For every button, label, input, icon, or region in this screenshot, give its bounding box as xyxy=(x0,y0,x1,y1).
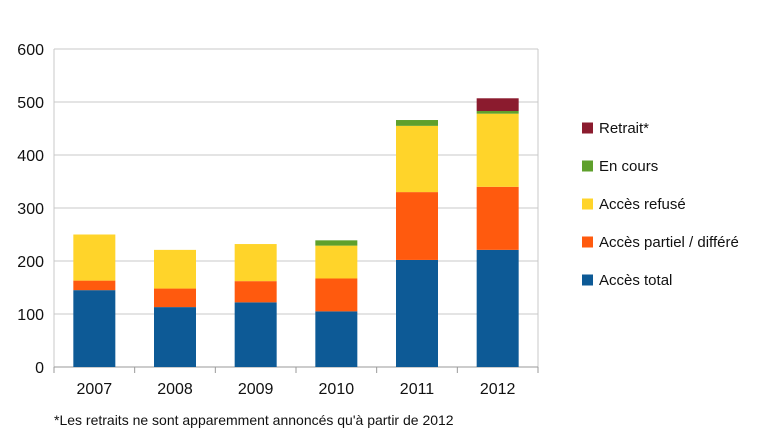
bar-segment xyxy=(476,113,519,187)
legend-swatch xyxy=(582,236,593,248)
bar-segment xyxy=(315,278,358,312)
legend-label: Retrait* xyxy=(599,120,649,137)
legend: Retrait* En cours Accès refusé Accès partie… xyxy=(582,120,739,289)
x-axis: 2007 2008 2009 2010 2011 2012 xyxy=(53,367,539,398)
x-tick-label: 2007 xyxy=(77,381,113,398)
y-tick-label: 300 xyxy=(17,201,44,218)
legend-label: Accès refusé xyxy=(599,196,686,213)
bar-segment xyxy=(234,244,277,282)
bar-segment xyxy=(154,249,196,289)
bar-segment xyxy=(315,245,358,279)
bar-segment xyxy=(396,125,438,193)
gridlines xyxy=(54,48,538,368)
bar-segment xyxy=(476,249,519,367)
y-tick-label: 100 xyxy=(17,307,44,324)
bar-segment xyxy=(315,240,358,246)
bar-segment xyxy=(396,192,438,260)
y-tick-label: 500 xyxy=(17,95,44,112)
y-tick-label: 400 xyxy=(17,148,44,165)
legend-label: Accès partiel / différé xyxy=(599,234,739,251)
legend-swatch xyxy=(582,122,593,134)
bar-segment xyxy=(396,259,438,367)
bar-segment xyxy=(154,288,196,308)
bar-segment xyxy=(396,120,438,126)
bar-segment xyxy=(476,186,519,250)
legend-swatch xyxy=(582,198,593,210)
legend-swatch xyxy=(582,274,593,286)
x-tick-label: 2010 xyxy=(319,381,355,398)
legend-label: En cours xyxy=(599,158,658,175)
bar-segment xyxy=(73,290,116,367)
bar-segment xyxy=(73,234,116,281)
footnote: *Les retraits ne sont apparemment annonc… xyxy=(54,412,454,428)
legend-swatch xyxy=(582,160,593,172)
x-tick-label: 2009 xyxy=(238,381,274,398)
x-tick-label: 2012 xyxy=(480,381,516,398)
y-tick-label: 0 xyxy=(35,360,44,377)
bar-segment xyxy=(234,281,277,303)
bar-segment xyxy=(476,98,519,112)
bar-segment xyxy=(315,311,358,367)
legend-label: Accès total xyxy=(599,272,672,289)
y-tick-label: 600 xyxy=(17,42,44,59)
y-tick-label: 200 xyxy=(17,254,44,271)
bar-segment xyxy=(234,302,277,367)
x-tick-label: 2008 xyxy=(157,381,193,398)
x-tick-label: 2011 xyxy=(400,381,435,398)
bar-segment xyxy=(154,307,196,367)
bar-segment xyxy=(73,280,116,291)
bars xyxy=(73,98,519,367)
y-axis: 0 100 200 300 400 500 600 xyxy=(17,42,44,377)
bar-segment xyxy=(476,111,519,114)
